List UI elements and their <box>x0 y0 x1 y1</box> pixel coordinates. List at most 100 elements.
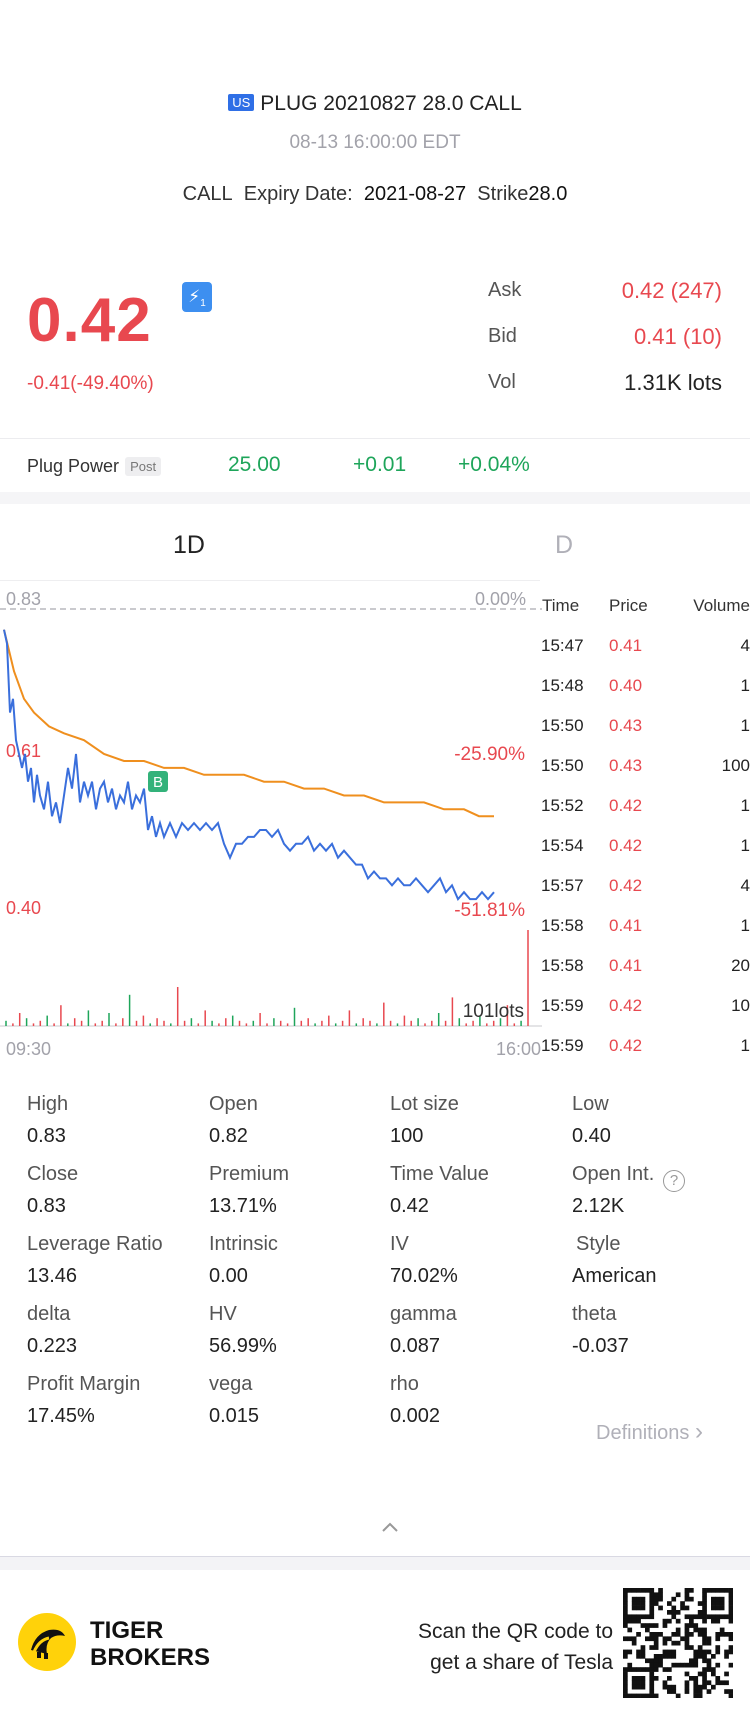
stat-label: delta <box>27 1303 71 1325</box>
stat-value: 56.99% <box>209 1335 277 1357</box>
stat-label: vega <box>209 1373 253 1395</box>
y-top-pct: 0.00% <box>475 589 526 609</box>
volume-label: 101lots <box>463 1001 524 1022</box>
tab-1d[interactable]: 1D <box>173 531 205 559</box>
tick-volume: 1 <box>740 916 750 935</box>
underlying-change-pct: +0.04% <box>458 453 530 476</box>
brand-line-1: TIGER <box>90 1617 164 1644</box>
tick-price: 0.41 <box>609 636 643 655</box>
stat-label: High <box>27 1093 69 1115</box>
stat-label: Low <box>572 1093 609 1115</box>
help-icon[interactable]: ? <box>663 1170 685 1192</box>
tick-volume: 10 <box>731 996 750 1015</box>
price-line <box>3 629 495 901</box>
chevron-up-icon[interactable] <box>378 1520 402 1534</box>
stat-value: American <box>572 1265 657 1287</box>
stat-label: Close <box>27 1163 79 1185</box>
stat-value: 0.40 <box>572 1125 611 1147</box>
intraday-chart[interactable]: 0.83 0.00% 0.61 -25.90% 0.40 -51.81% B 1… <box>0 580 545 1060</box>
strike-label: Strike <box>477 183 529 205</box>
contract-name: PLUG 20210827 28.0 CALL <box>260 92 522 115</box>
scan-text: Scan the QR code to get a share of Tesla <box>388 1616 613 1678</box>
underlying-row[interactable]: Plug Power Post <box>27 456 162 477</box>
expiry-value: 2021-08-27 <box>363 183 467 205</box>
stat-value: 0.42 <box>390 1195 429 1217</box>
stat-value: 0.015 <box>209 1405 260 1427</box>
stat-label: theta <box>572 1303 617 1325</box>
stat-value: 0.82 <box>209 1125 248 1147</box>
tick-time: 15:52 <box>541 796 584 815</box>
y-bottom-pct: -51.81% <box>454 900 525 921</box>
stat-value: 0.223 <box>27 1335 78 1357</box>
stat-label: Leverage Ratio <box>27 1233 163 1255</box>
tick-price: 0.42 <box>609 876 643 895</box>
tick-price: 0.40 <box>609 676 643 695</box>
stat-value: 0.83 <box>27 1125 66 1147</box>
bid-value: 0.41 (10) <box>633 324 722 349</box>
tab-d[interactable]: D <box>555 531 574 559</box>
stat-label: Intrinsic <box>209 1233 278 1255</box>
tick-time: 15:58 <box>541 916 584 935</box>
definitions-link[interactable]: Definitions › <box>596 1418 703 1446</box>
brand-line-2: BROKERS <box>90 1644 211 1671</box>
bid-label: Bid <box>488 325 517 347</box>
divider <box>0 438 750 439</box>
stat-label: rho <box>390 1373 419 1395</box>
buy-marker[interactable]: B <box>148 771 168 792</box>
tick-header-volume: Volume <box>693 596 750 615</box>
scan-line-2: get a share of Tesla <box>430 1651 613 1674</box>
tick-volume: 100 <box>721 756 750 775</box>
stat-label: Lot size <box>390 1093 459 1115</box>
expiry-label: Expiry Date: <box>243 183 353 205</box>
tick-volume: 4 <box>740 636 750 655</box>
stat-value: -0.037 <box>572 1335 629 1357</box>
stat-value: 0.00 <box>209 1265 248 1287</box>
realtime-level: 1 <box>200 298 206 310</box>
y-mid-label: 0.61 <box>6 741 41 761</box>
tick-header-price: Price <box>609 596 648 615</box>
stat-label: gamma <box>390 1303 457 1325</box>
qr-code-icon <box>623 1588 733 1698</box>
stat-label: HV <box>209 1303 237 1325</box>
option-type: CALL <box>182 183 233 205</box>
buy-marker-label: B <box>153 774 163 791</box>
tick-time: 15:54 <box>541 836 584 855</box>
tick-volume: 4 <box>740 876 750 895</box>
stat-label: IV <box>390 1233 409 1255</box>
tick-price: 0.42 <box>609 1036 643 1055</box>
stat-label: Open <box>209 1093 258 1115</box>
tick-volume: 1 <box>740 796 750 815</box>
tick-price: 0.43 <box>609 716 643 735</box>
section-gap <box>0 492 750 504</box>
price-change: -0.41(-49.40%) <box>27 373 154 394</box>
y-top-label: 0.83 <box>6 589 41 609</box>
last-price: 0.42 <box>27 286 152 355</box>
tick-time: 15:48 <box>541 676 584 695</box>
contract-title: US PLUG 20210827 28.0 CALL <box>0 92 750 116</box>
stat-label: Time Value <box>390 1163 489 1185</box>
stat-value: 13.71% <box>209 1195 277 1217</box>
strike-value: 28.0 <box>528 183 568 205</box>
x-end-label: 16:00 <box>496 1039 541 1059</box>
chevron-right-icon: › <box>694 1418 703 1445</box>
ask-label: Ask <box>488 279 522 301</box>
tick-price: 0.41 <box>609 916 643 935</box>
brand-name: TIGER BROKERS <box>90 1617 210 1671</box>
contract-info: CALL Expiry Date: 2021-08-27 Strike28.0 <box>0 183 750 206</box>
underlying-name: Plug Power <box>27 456 120 476</box>
stat-label: Premium <box>209 1163 290 1185</box>
y-bottom-label: 0.40 <box>6 898 41 918</box>
definitions-label: Definitions <box>596 1422 690 1444</box>
tab-divider <box>0 580 540 581</box>
vol-value: 1.31K lots <box>624 370 722 395</box>
stat-value: 70.02% <box>390 1265 458 1287</box>
footer-gap <box>0 1557 750 1570</box>
y-mid-pct: -25.90% <box>454 744 525 765</box>
stat-value: 13.46 <box>27 1265 78 1287</box>
stat-label: Profit Margin <box>27 1373 141 1395</box>
realtime-quote-icon[interactable]: ⚡1 <box>182 282 212 312</box>
stat-label: Open Int. <box>572 1163 655 1185</box>
tick-time: 15:50 <box>541 756 584 775</box>
stat-value: 2.12K <box>572 1195 625 1217</box>
tick-volume: 1 <box>740 716 750 735</box>
